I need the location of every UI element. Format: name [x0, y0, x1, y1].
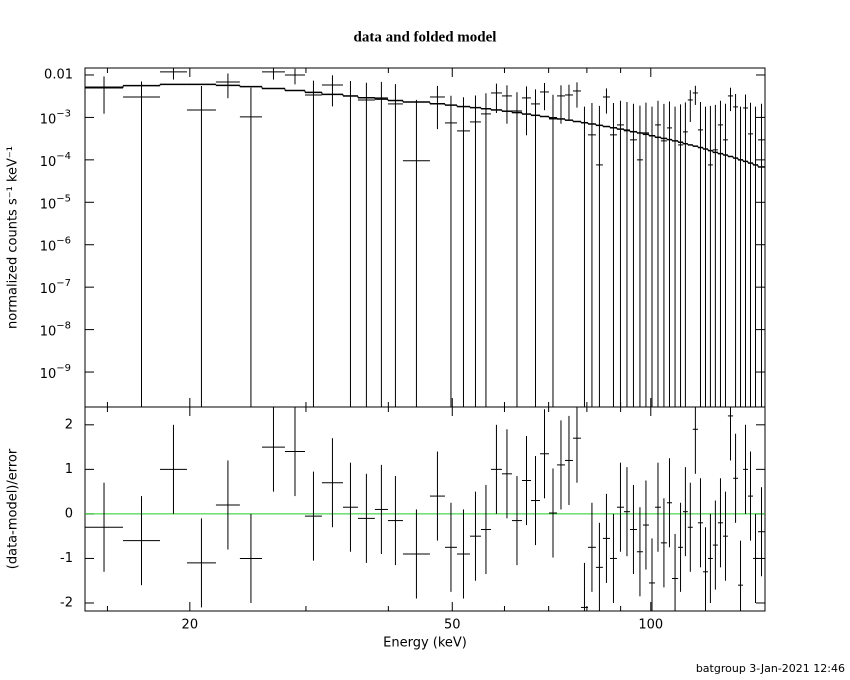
x-axis-label: Energy (keV): [383, 636, 467, 651]
y-tick-label: 2: [65, 417, 73, 432]
plot-area: [85, 68, 765, 407]
y-axis-label: (data-model)/error: [6, 448, 21, 569]
y-tick-label: 10−5: [40, 193, 71, 212]
x-tick-label: 50: [444, 618, 461, 633]
y-tick-exponent: −4: [56, 151, 71, 162]
y-tick-base: 10: [40, 324, 57, 339]
y-tick-base: 10: [40, 282, 57, 297]
y-tick-exponent: −5: [56, 193, 71, 204]
y-tick-label: 10−8: [40, 321, 71, 340]
y-tick-label: 0: [65, 506, 73, 521]
y-tick-base: 10: [40, 197, 57, 212]
y-tick-base: 10: [40, 154, 57, 169]
y-tick-label: 0.01: [44, 67, 73, 82]
x-tick-label: 100: [638, 618, 663, 633]
y-tick-label: 10−9: [40, 363, 71, 382]
y-tick-base: 10: [40, 239, 57, 254]
y-tick-label: -1: [60, 551, 73, 566]
plot-frame: [84, 67, 766, 408]
y-tick-label: 1: [65, 462, 73, 477]
y-tick-exponent: −3: [56, 108, 71, 119]
x-tick-label: 20: [182, 618, 199, 633]
y-tick-label: 10−6: [40, 236, 71, 255]
y-axis-label: normalized counts s⁻¹ keV⁻¹: [6, 146, 21, 329]
y-tick-label: 10−7: [40, 278, 71, 297]
footer: batgroup 3-Jan-2021 12:46: [696, 662, 845, 675]
chart-title: data and folded model: [354, 29, 497, 45]
y-tick-exponent: −9: [56, 363, 71, 374]
y-tick-label: -2: [60, 595, 73, 610]
y-tick-base: 10: [40, 367, 57, 382]
y-tick-label: 10−3: [40, 108, 71, 127]
y-tick-base: 10: [40, 112, 57, 127]
y-tick-exponent: −8: [56, 321, 71, 332]
y-tick-label: 10−4: [40, 151, 71, 170]
plot-frame: [84, 406, 766, 612]
plot-area: [85, 407, 765, 611]
y-tick-exponent: −7: [56, 278, 71, 289]
y-tick-exponent: −6: [56, 236, 71, 247]
